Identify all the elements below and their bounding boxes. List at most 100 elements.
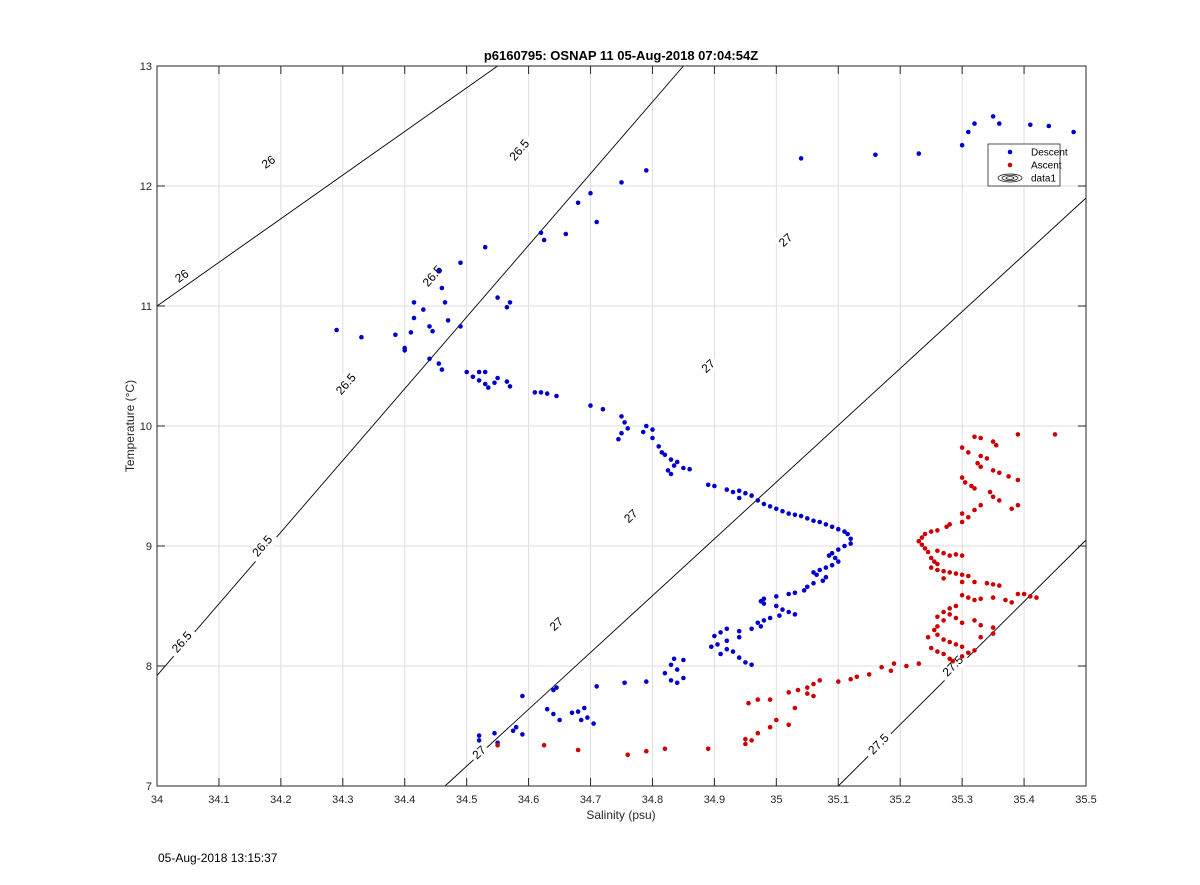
contour-label-background xyxy=(544,612,569,636)
contour-label-background xyxy=(618,504,643,528)
x-tick-label: 34.4 xyxy=(394,794,415,806)
descent-point xyxy=(811,570,816,575)
ascent-point xyxy=(953,642,959,647)
ascent-point xyxy=(767,697,773,702)
descent-point xyxy=(334,327,339,333)
ascent-point xyxy=(947,522,952,527)
ascent-point xyxy=(1028,594,1033,599)
data-points xyxy=(334,114,1076,758)
descent-point xyxy=(805,584,810,590)
descent-point xyxy=(848,541,853,546)
ascent-point xyxy=(966,573,971,579)
legend-contour-marker xyxy=(1001,174,1019,182)
ascent-point xyxy=(795,687,801,693)
x-tick-label: 34.5 xyxy=(456,794,477,806)
descent-point xyxy=(442,300,448,305)
ascent-point xyxy=(959,592,965,598)
descent-point xyxy=(619,414,624,419)
descent-point xyxy=(421,307,426,312)
ascent-point xyxy=(928,645,934,651)
ascent-point xyxy=(972,434,977,440)
ascent-point xyxy=(978,464,983,470)
descent-point xyxy=(554,685,559,690)
density-contour-label-group: 27 xyxy=(467,740,492,765)
descent-point xyxy=(959,142,965,148)
descent-point xyxy=(668,457,674,462)
descent-point xyxy=(836,547,841,552)
descent-point xyxy=(724,646,730,652)
descent-point xyxy=(439,285,445,291)
descent-point xyxy=(507,384,513,389)
descent-point xyxy=(724,638,730,644)
descent-point xyxy=(492,730,497,736)
x-tick-label: 35.4 xyxy=(1013,794,1034,806)
contour-label-background xyxy=(861,727,896,761)
descent-point xyxy=(650,427,655,432)
ascent-point xyxy=(935,567,940,573)
ascent-point xyxy=(993,442,999,448)
legend-marker xyxy=(1007,149,1013,155)
descent-point xyxy=(966,129,971,135)
descent-point xyxy=(671,656,677,662)
descent-point xyxy=(541,237,547,243)
chart-title: p6160795: OSNAP 11 05-Aug-2018 07:04:54Z xyxy=(484,48,758,63)
contour-label-background xyxy=(329,366,363,402)
ascent-point xyxy=(625,752,630,758)
x-tick-label: 34.1 xyxy=(208,794,229,806)
descent-point xyxy=(436,361,442,366)
ascent-point xyxy=(904,663,909,669)
density-contour-label-group: 26 xyxy=(169,264,194,288)
descent-point xyxy=(761,601,767,606)
ascent-point xyxy=(928,555,934,561)
legend-marker xyxy=(1007,162,1013,168)
ascent-point xyxy=(990,582,996,587)
ascent-point xyxy=(941,576,946,581)
density-contour-label-group: 26.5 xyxy=(502,132,536,168)
descent-point xyxy=(836,526,841,532)
descent-point xyxy=(777,613,782,618)
ascent-point xyxy=(984,580,990,586)
ascent-point xyxy=(662,746,668,752)
ascent-point xyxy=(879,664,884,670)
ascent-point xyxy=(755,730,761,736)
ascent-point xyxy=(978,435,983,441)
descent-point xyxy=(712,483,717,489)
ascent-point xyxy=(935,632,940,638)
ascent-point xyxy=(966,650,971,656)
descent-point xyxy=(873,152,878,158)
descent-point xyxy=(551,711,556,717)
ascent-point xyxy=(1034,595,1039,600)
descent-point xyxy=(792,590,798,596)
ascent-point xyxy=(947,612,952,617)
ascent-point xyxy=(786,722,791,728)
x-axis-label: Salinity (psu) xyxy=(586,808,655,822)
ascent-point xyxy=(866,672,872,677)
descent-point xyxy=(464,369,470,375)
descent-point xyxy=(507,300,513,305)
y-tick-label: 7 xyxy=(146,781,152,793)
contour-label-background xyxy=(416,258,450,294)
ascent-point xyxy=(644,748,649,754)
legend: Descent Ascent data1 xyxy=(987,143,1068,187)
ascent-point xyxy=(959,475,965,480)
ascent-point xyxy=(941,568,946,574)
descent-point xyxy=(823,574,829,580)
y-axis-label: Temperature (°C) xyxy=(123,380,137,472)
ascent-point xyxy=(935,614,940,620)
x-tick-label: 34.6 xyxy=(518,794,539,806)
ascent-point xyxy=(947,639,952,645)
descent-point xyxy=(359,334,364,340)
ascent-point xyxy=(990,439,996,444)
ascent-point xyxy=(959,572,965,578)
descent-point xyxy=(671,463,677,468)
series-descent xyxy=(334,114,1076,746)
descent-point xyxy=(674,459,680,465)
ascent-point xyxy=(959,519,965,525)
descent-point xyxy=(585,715,590,720)
ascent-point xyxy=(947,553,952,558)
ascent-point xyxy=(755,697,761,702)
descent-point xyxy=(588,403,593,408)
descent-point xyxy=(551,687,556,693)
ascent-point xyxy=(959,553,965,558)
descent-point xyxy=(743,660,748,665)
